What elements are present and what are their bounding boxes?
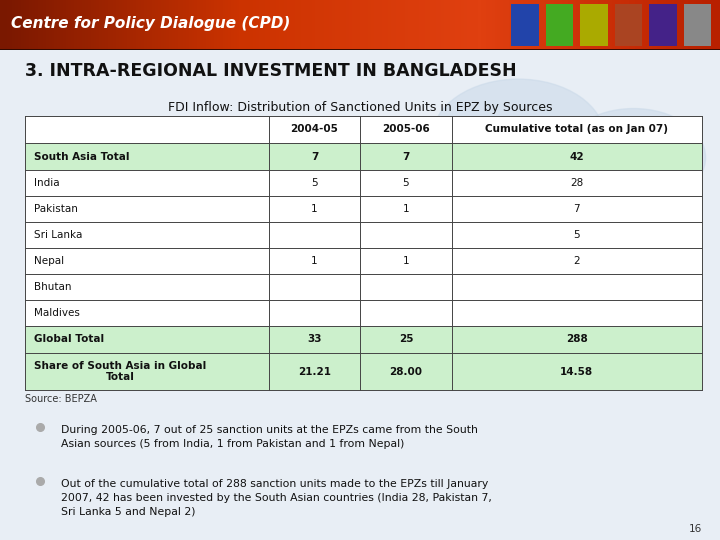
Text: 2: 2 [573,256,580,266]
Bar [25,222,702,248]
Text: Source: BEPZA: Source: BEPZA [25,394,97,404]
Bar [25,326,702,353]
Text: 42: 42 [570,152,584,161]
FancyBboxPatch shape [511,4,539,46]
FancyBboxPatch shape [684,4,711,46]
Text: FDI Inflow: Distribution of Sanctioned Units in EPZ by Sources: FDI Inflow: Distribution of Sanctioned U… [168,101,552,114]
Text: Cumulative total (as on Jan 07): Cumulative total (as on Jan 07) [485,125,668,134]
Text: 5: 5 [402,178,409,188]
Text: Global Total: Global Total [34,334,104,345]
Text: 14.58: 14.58 [560,367,593,377]
Text: 1: 1 [311,256,318,266]
Text: 16: 16 [689,524,702,534]
Text: Nepal: Nepal [34,256,64,266]
Text: South Asia Total: South Asia Total [34,152,130,161]
Text: 288: 288 [566,334,588,345]
Circle shape [562,109,706,207]
Text: During 2005-06, 7 out of 25 sanction units at the EPZs came from the South
Asian: During 2005-06, 7 out of 25 sanction uni… [61,425,478,449]
Text: 5: 5 [573,230,580,240]
Text: Share of South Asia in Global
Total: Share of South Asia in Global Total [34,361,206,382]
Text: 3. INTRA-REGIONAL INVESTMENT IN BANGLADESH: 3. INTRA-REGIONAL INVESTMENT IN BANGLADE… [25,62,517,80]
Bar [25,274,702,300]
Text: 28.00: 28.00 [390,367,423,377]
Text: 1: 1 [311,204,318,214]
Bar [25,143,702,170]
FancyBboxPatch shape [649,4,677,46]
Text: 7: 7 [402,152,410,161]
Text: Centre for Policy Dialogue (CPD): Centre for Policy Dialogue (CPD) [11,16,290,31]
Text: 7: 7 [573,204,580,214]
FancyBboxPatch shape [615,4,642,46]
Bar [25,300,702,326]
Text: 25: 25 [399,334,413,345]
Circle shape [533,167,648,246]
Bar [25,170,702,196]
Text: Out of the cumulative total of 288 sanction units made to the EPZs till January
: Out of the cumulative total of 288 sanct… [61,478,492,517]
Text: 2004-05: 2004-05 [291,125,338,134]
FancyBboxPatch shape [546,4,573,46]
Text: 1: 1 [402,256,409,266]
Bar [25,248,702,274]
Circle shape [432,79,605,197]
Text: Sri Lanka: Sri Lanka [34,230,82,240]
Text: 5: 5 [311,178,318,188]
FancyBboxPatch shape [580,4,608,46]
Text: 33: 33 [307,334,322,345]
Text: 7: 7 [311,152,318,161]
Text: Maldives: Maldives [34,308,80,318]
Text: Bhutan: Bhutan [34,282,71,292]
Text: India: India [34,178,60,188]
Text: 28: 28 [570,178,583,188]
Text: 1: 1 [402,204,409,214]
Text: Pakistan: Pakistan [34,204,78,214]
Bar [25,116,702,143]
Bar [25,196,702,222]
Text: 21.21: 21.21 [298,367,331,377]
Text: 2005-06: 2005-06 [382,125,430,134]
Bar [25,353,702,390]
